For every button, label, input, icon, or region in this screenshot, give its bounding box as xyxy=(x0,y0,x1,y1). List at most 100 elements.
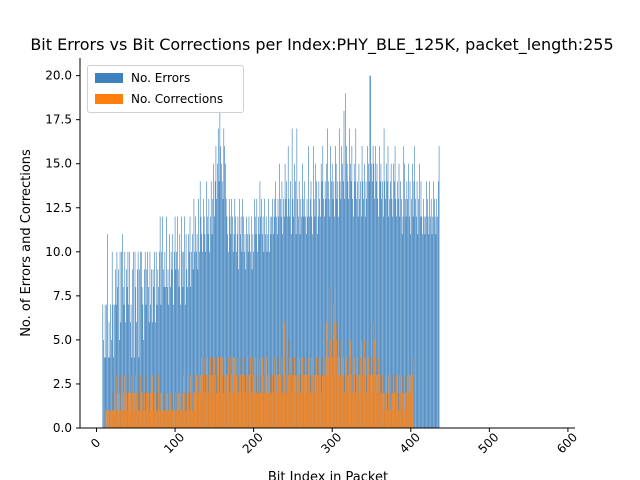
bar-no-errors xyxy=(321,181,323,428)
bar-no-corrections xyxy=(261,357,263,428)
bar-no-corrections xyxy=(323,392,324,428)
bar-no-errors xyxy=(254,198,255,428)
bar-no-corrections xyxy=(352,392,353,428)
bar-no-errors xyxy=(167,269,169,428)
bar-no-errors xyxy=(133,251,134,428)
bar-no-corrections xyxy=(271,392,273,428)
bar-no-errors xyxy=(235,216,236,428)
bar-no-errors xyxy=(166,287,168,428)
legend-item-corrections: No. Corrections xyxy=(95,91,223,107)
bar-no-corrections xyxy=(136,392,137,428)
bar-no-errors xyxy=(180,304,181,428)
bar-no-errors xyxy=(302,198,304,428)
bar-no-corrections xyxy=(404,410,405,428)
bar-no-errors xyxy=(299,234,301,428)
bar-no-corrections xyxy=(240,357,242,428)
bar-no-corrections xyxy=(373,322,375,428)
bar-no-corrections xyxy=(134,410,136,428)
bar-no-errors xyxy=(309,198,311,428)
bar-no-corrections xyxy=(388,375,390,428)
bar-no-errors xyxy=(169,234,170,428)
bar-no-corrections xyxy=(376,392,378,428)
bar-no-corrections xyxy=(196,392,198,428)
bar-no-corrections xyxy=(360,357,361,428)
bar-no-errors xyxy=(135,287,137,428)
bar-no-errors xyxy=(350,181,352,428)
bar-no-errors xyxy=(134,251,136,428)
bar-no-corrections xyxy=(409,392,411,428)
bar-no-corrections xyxy=(336,322,338,428)
bar-no-errors xyxy=(337,181,339,428)
bar-no-errors xyxy=(265,216,267,428)
bar-no-corrections xyxy=(386,410,388,428)
bar-no-errors xyxy=(430,216,431,428)
bar-no-corrections xyxy=(248,392,250,428)
bar-no-corrections xyxy=(359,375,361,428)
bar-no-errors xyxy=(414,146,416,428)
legend-swatch-corrections xyxy=(95,94,123,104)
bar-no-errors xyxy=(203,216,205,428)
bar-no-corrections xyxy=(203,392,204,428)
bar-no-errors xyxy=(371,181,373,428)
bar-no-errors xyxy=(355,128,357,429)
bar-no-corrections xyxy=(225,375,227,428)
bar-no-errors xyxy=(435,234,437,428)
bar-no-corrections xyxy=(344,392,346,428)
bar-no-errors xyxy=(230,234,232,428)
bar-no-corrections xyxy=(382,392,384,428)
bar-no-errors xyxy=(313,146,314,428)
bar-no-corrections xyxy=(197,375,199,428)
bar-no-corrections xyxy=(225,357,226,428)
bar-no-corrections xyxy=(223,392,225,428)
legend-label-errors: No. Errors xyxy=(131,71,191,85)
bar-no-corrections xyxy=(214,375,216,428)
bar-no-errors xyxy=(188,234,189,428)
bar-no-corrections xyxy=(327,357,329,428)
bar-no-corrections xyxy=(375,357,376,428)
bar-no-errors xyxy=(234,198,236,428)
bar-no-corrections xyxy=(189,392,191,428)
bar-no-errors xyxy=(106,304,108,428)
bar-no-corrections xyxy=(382,375,383,428)
y-tick-label: 17.5 xyxy=(45,113,72,127)
bar-no-errors xyxy=(181,216,182,428)
bar-no-corrections xyxy=(188,410,190,428)
bar-no-errors xyxy=(353,163,355,428)
bar-no-errors xyxy=(396,216,397,428)
bar-no-errors xyxy=(371,163,372,428)
bar-no-corrections xyxy=(402,375,404,428)
bar-no-corrections xyxy=(173,410,174,428)
bar-no-errors xyxy=(165,287,166,428)
bar-no-corrections xyxy=(353,357,355,428)
bar-no-errors xyxy=(122,234,123,428)
bar-no-corrections xyxy=(194,392,196,428)
bar-no-errors xyxy=(130,304,132,428)
bar-no-corrections xyxy=(332,339,334,428)
bar-no-errors xyxy=(218,181,220,428)
bar-no-corrections xyxy=(199,375,201,428)
bar-no-errors xyxy=(213,163,214,428)
bar-no-errors xyxy=(434,198,435,428)
bar-no-corrections xyxy=(178,410,180,428)
bar-no-errors xyxy=(267,234,269,428)
bar-no-corrections xyxy=(319,357,320,428)
bar-no-corrections xyxy=(295,392,297,428)
bar-no-corrections xyxy=(218,375,220,428)
bar-no-errors xyxy=(124,251,126,428)
bar-no-errors xyxy=(406,181,408,428)
chart-title: Bit Errors vs Bit Corrections per Index:… xyxy=(30,35,613,55)
bar-no-errors xyxy=(205,251,207,428)
bar-no-errors xyxy=(320,216,321,428)
bar-no-errors xyxy=(203,198,204,428)
bar-no-corrections xyxy=(255,375,257,428)
bar-no-corrections xyxy=(232,357,234,428)
bar-no-errors xyxy=(183,251,185,428)
bar-no-corrections xyxy=(338,375,339,428)
bar-no-errors xyxy=(153,287,155,428)
bar-no-corrections xyxy=(337,357,339,428)
bar-no-corrections xyxy=(144,410,146,428)
bar-no-errors xyxy=(184,304,186,428)
bar-no-errors xyxy=(103,339,104,428)
bar-no-corrections xyxy=(378,357,379,428)
bar-no-corrections xyxy=(115,375,117,428)
